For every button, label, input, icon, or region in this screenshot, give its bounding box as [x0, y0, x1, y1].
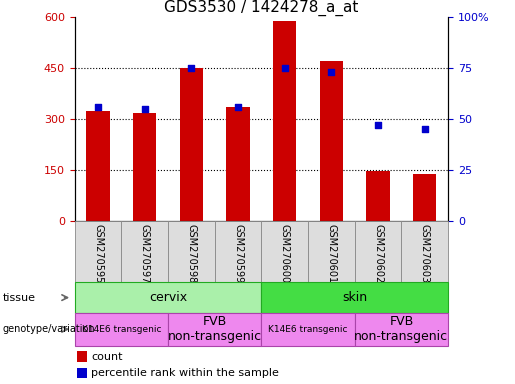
Point [141, 106, 149, 112]
Point [374, 122, 382, 128]
Text: GSM270595: GSM270595 [93, 224, 103, 283]
Bar [355, 221, 401, 282]
Title: GDS3530 / 1424278_a_at: GDS3530 / 1424278_a_at [164, 0, 358, 16]
Bar [227, 107, 250, 221]
Point [327, 69, 335, 75]
Text: GSM270601: GSM270601 [327, 224, 336, 283]
Bar [122, 221, 168, 282]
Text: GSM270599: GSM270599 [233, 224, 243, 283]
Text: skin: skin [342, 291, 367, 304]
Bar [413, 174, 436, 221]
Bar [355, 313, 448, 346]
Bar [273, 21, 296, 221]
Point [94, 104, 102, 110]
Bar [75, 313, 168, 346]
Bar [75, 221, 122, 282]
Text: GSM270602: GSM270602 [373, 224, 383, 283]
Bar [77, 351, 87, 362]
Bar [168, 313, 261, 346]
Bar [133, 113, 157, 221]
Point [421, 126, 429, 132]
Text: genotype/variation: genotype/variation [3, 324, 95, 334]
Bar [261, 282, 448, 313]
Text: percentile rank within the sample: percentile rank within the sample [92, 368, 279, 378]
Bar [366, 170, 390, 221]
Point [234, 104, 242, 110]
Text: GSM270598: GSM270598 [186, 224, 196, 283]
Text: K14E6 transgenic: K14E6 transgenic [81, 325, 161, 334]
Text: cervix: cervix [149, 291, 187, 304]
Bar [401, 221, 448, 282]
Text: GSM270600: GSM270600 [280, 224, 290, 283]
Bar [261, 313, 355, 346]
Text: K14E6 transgenic: K14E6 transgenic [268, 325, 348, 334]
Bar [77, 368, 87, 378]
Bar [180, 68, 203, 221]
Bar [308, 221, 355, 282]
Text: FVB
non-transgenic: FVB non-transgenic [354, 315, 449, 343]
Text: FVB
non-transgenic: FVB non-transgenic [167, 315, 262, 343]
Bar [75, 282, 261, 313]
Text: GSM270597: GSM270597 [140, 224, 150, 283]
Bar [215, 221, 261, 282]
Point [187, 65, 196, 71]
Bar [87, 111, 110, 221]
Text: GSM270603: GSM270603 [420, 224, 430, 283]
Text: tissue: tissue [3, 293, 36, 303]
Bar [261, 221, 308, 282]
Bar [168, 221, 215, 282]
Bar [320, 61, 343, 221]
Point [281, 65, 289, 71]
Text: count: count [92, 352, 123, 362]
